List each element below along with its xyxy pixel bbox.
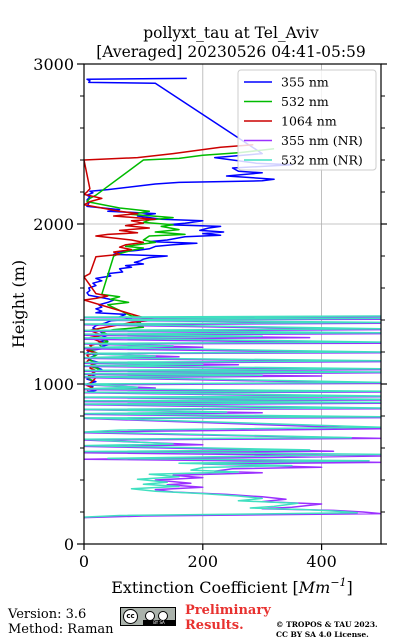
x-tick-label-2: 400	[306, 552, 337, 571]
preliminary-results-note: Preliminary Results.	[185, 603, 271, 633]
cc-icon: cc	[123, 609, 138, 624]
y-axis-label: Height (m)	[9, 260, 28, 348]
x-tick-label-1: 200	[188, 552, 219, 571]
legend-label-4: 532 nm (NR)	[281, 153, 363, 168]
x-tick-label-0: 0	[79, 552, 89, 571]
chart-title: pollyxt_tau at Tel_Aviv	[143, 24, 319, 42]
cc-license-badge: cc BY SA	[120, 607, 176, 626]
x-axis-label-unit: Mm	[298, 578, 331, 597]
legend-label-0: 355 nm	[281, 75, 329, 90]
y-tick-label-3: 3000	[33, 55, 74, 74]
legend-label-1: 532 nm	[281, 94, 329, 109]
copyright-note: © TROPOS & TAU 2023. CC BY SA 4.0 Licens…	[276, 620, 378, 640]
plot-frame	[83, 63, 382, 545]
x-axis-label-unit-exponent: −1	[330, 576, 346, 589]
series-line-4	[84, 315, 381, 518]
x-axis-label-unit-open: [	[287, 578, 298, 597]
preliminary-line1: Preliminary	[185, 603, 271, 618]
y-tick-label-0: 0	[64, 535, 74, 554]
legend-label-2: 1064 nm	[281, 114, 337, 129]
version-text: Version: 3.6	[8, 607, 87, 622]
x-axis-label: Extinction Coefficient [Mm−1]	[111, 576, 353, 597]
y-tick-label-1: 1000	[33, 375, 74, 394]
cc-license-label: BY SA	[143, 620, 175, 626]
x-axis-label-text: Extinction Coefficient	[111, 578, 288, 597]
legend-label-3: 355 nm (NR)	[281, 133, 363, 148]
preliminary-line2: Results.	[185, 618, 244, 633]
method-text: Method: Raman	[8, 622, 114, 637]
legend: 355 nm 532 nm 1064 nm 355 nm (NR) 532 nm (NR…	[237, 69, 377, 171]
axis-ticks: 0 200 400 0 1000 2000 3000	[33, 55, 387, 571]
y-tick-label-2: 2000	[33, 215, 74, 234]
series-line-2	[84, 144, 254, 392]
chart-subtitle: [Averaged] 20230526 04:41-05:59	[96, 43, 366, 61]
plot-series-layer	[84, 77, 381, 519]
copyright-line1: © TROPOS & TAU 2023.	[276, 620, 378, 629]
copyright-line2: CC BY SA 4.0 License.	[276, 630, 369, 639]
x-axis-label-unit-close: ]	[347, 578, 353, 597]
legend-box	[237, 69, 377, 171]
